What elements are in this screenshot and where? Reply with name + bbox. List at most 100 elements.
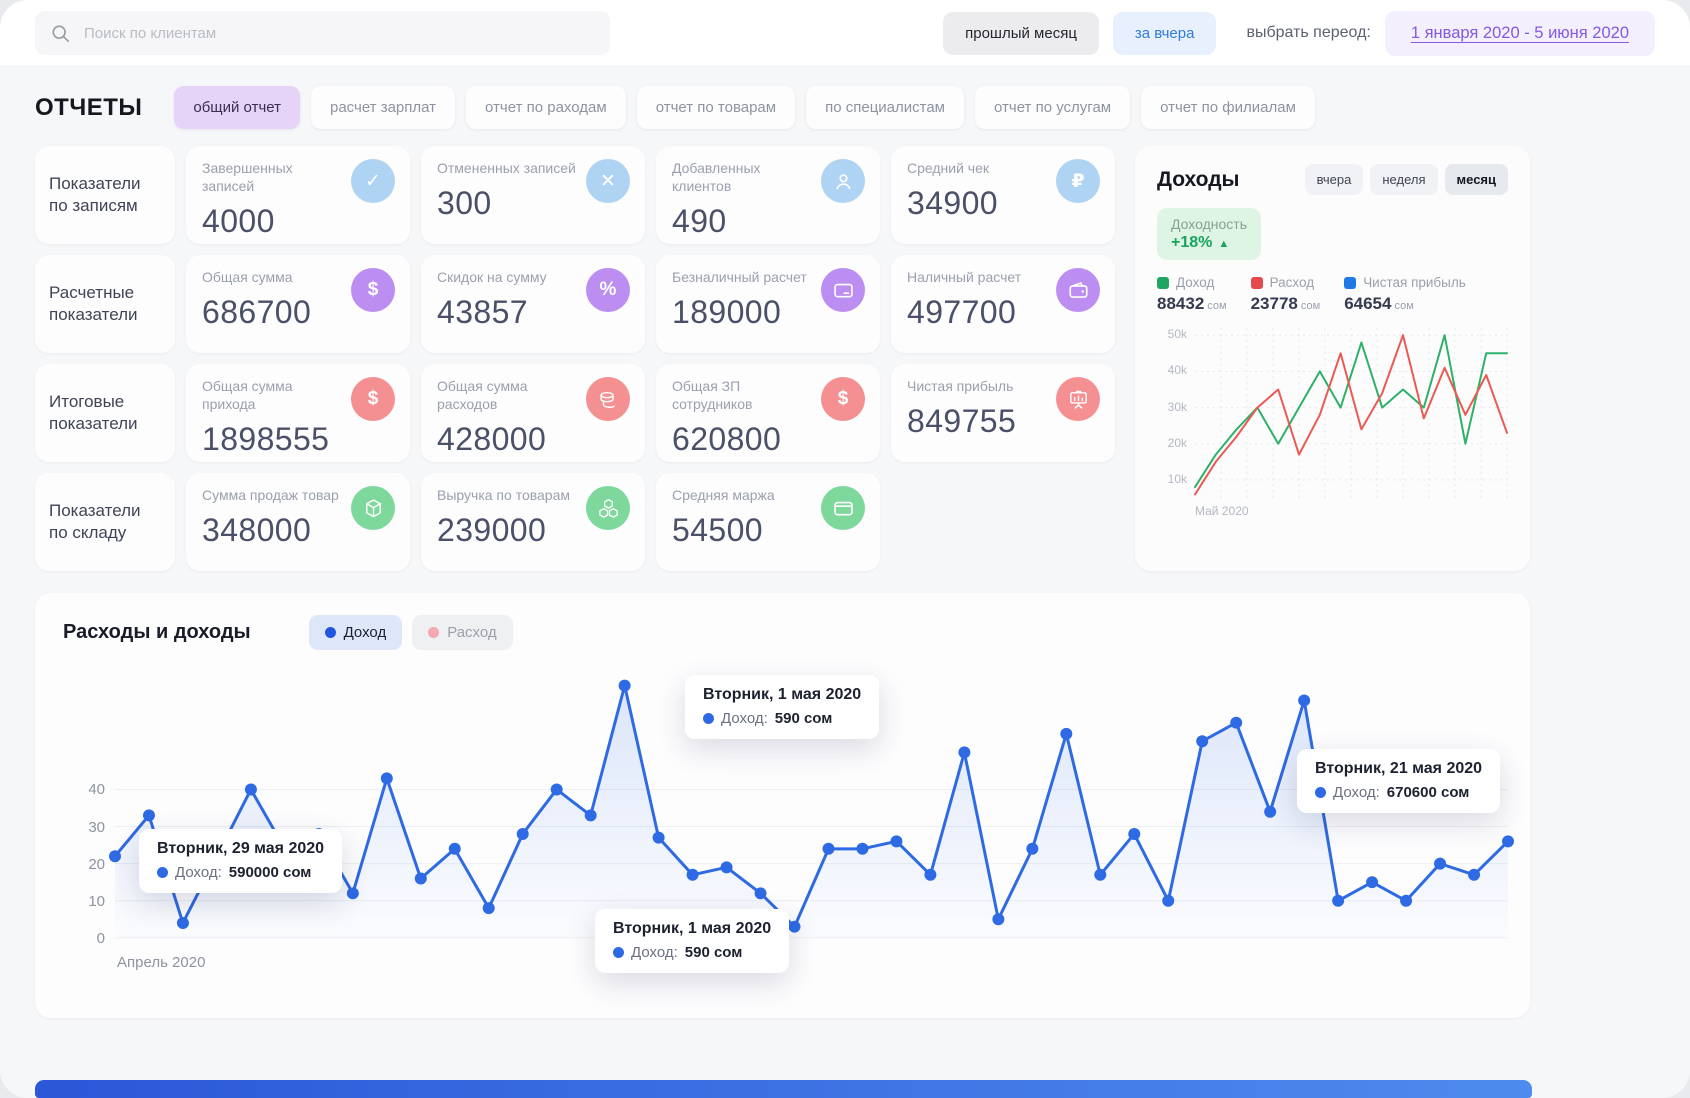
- income-dot-icon: [1315, 787, 1326, 798]
- cubes-icon: [586, 486, 630, 530]
- tooltip-title: Вторник, 21 мая 2020: [1315, 760, 1483, 777]
- dollar-icon: $: [351, 377, 395, 421]
- income-dot-icon: [324, 627, 336, 638]
- tooltip-label: Доход:: [631, 944, 678, 961]
- report-tab-4[interactable]: отчет по товарам: [636, 86, 796, 129]
- report-tab-3[interactable]: отчет по раходам: [466, 86, 626, 129]
- income-legend-item: Чистая прибыль 64654 сом: [1344, 275, 1466, 314]
- y-tick-label: 40: [88, 781, 105, 799]
- income-tab-3[interactable]: месяц: [1444, 164, 1508, 195]
- income-tab-1[interactable]: вчера: [1304, 164, 1364, 195]
- big-chart-plot: [109, 678, 1514, 939]
- legend-square-icon: [1250, 276, 1263, 289]
- legend-unit: сом: [1394, 300, 1414, 312]
- metric-label: Наличный расчет: [907, 269, 1022, 285]
- income-tab-2[interactable]: неделя: [1370, 164, 1438, 195]
- prev-month-button[interactable]: прошлый месяц: [943, 11, 1099, 55]
- search-input[interactable]: [82, 23, 594, 43]
- credit-card-icon: [821, 268, 865, 312]
- group-label: Показатели по складу: [49, 500, 141, 542]
- metric-value: 1898555: [202, 420, 330, 457]
- metric-card: Общая сумма прихода $1898555: [186, 364, 410, 462]
- report-tab-1[interactable]: общий отчет: [174, 86, 300, 129]
- metric-card: Скидок на сумму% 43857: [421, 255, 645, 353]
- metric-value: 686700: [202, 293, 312, 330]
- y-tick-label: 20: [88, 855, 105, 873]
- metric-card: Чистая прибыль 849755: [891, 364, 1115, 462]
- tooltip-title: Вторник, 1 мая 2020: [613, 920, 772, 937]
- big-chart-x-label: Апрель 2020: [117, 954, 206, 971]
- period-label: выбрать переод:: [1246, 24, 1371, 41]
- tooltip-title: Вторник, 1 мая 2020: [703, 686, 862, 703]
- y-tick-label: 50k: [1167, 327, 1187, 342]
- content: ОТЧЕТЫ общий отчет расчет зарплат отчет по…: [0, 66, 1690, 1098]
- income-expense-legend: Доход Расход: [308, 615, 513, 650]
- income-dot-icon: [157, 867, 168, 878]
- income-mini-chart: 10k 20k 30k 40k 50k Май 2020: [1157, 327, 1508, 524]
- wallet-icon: [1056, 268, 1100, 312]
- user-icon: [821, 159, 865, 203]
- income-expense-title: Расходы и доходы: [63, 621, 251, 643]
- income-legend: Доход 88432 сом Расход 23778 сом Чистая прибыл…: [1157, 275, 1508, 314]
- client-search[interactable]: [35, 11, 610, 55]
- legend-unit: сом: [1207, 300, 1227, 312]
- metric-label: Завершенных записей: [202, 160, 293, 194]
- metric-value: 428000: [437, 420, 547, 457]
- metric-value: 34900: [907, 184, 998, 221]
- group-label-card: Итоговые показатели: [35, 364, 175, 462]
- group-label: Показатели по записям: [49, 173, 141, 215]
- income-expense-chart: 0 10 20 30 40 Апрель 2020: [63, 678, 1514, 978]
- chart-tooltip: Вторник, 21 мая 2020 Доход: 670600 сом: [1297, 749, 1501, 813]
- legend-label: Чистая прибыль: [1363, 275, 1466, 290]
- tooltip-label: Доход:: [175, 864, 222, 881]
- income-dot-icon: [703, 713, 714, 724]
- income-period-tabs: вчера неделя месяц: [1304, 164, 1508, 195]
- report-tab-5[interactable]: по специалистам: [806, 86, 964, 129]
- legend-toggle-expense-label: Расход: [447, 624, 497, 641]
- tooltip-value: 590 сом: [774, 710, 833, 727]
- y-tick-label: 10k: [1167, 471, 1187, 486]
- metric-value: 497700: [907, 293, 1017, 330]
- mini-chart-x-label: Май 2020: [1195, 504, 1249, 518]
- metric-card: Средний чек ₽34900: [891, 146, 1115, 244]
- tooltip-value: 590000 сом: [228, 864, 312, 881]
- report-tab-7[interactable]: отчет по филиалам: [1141, 86, 1315, 129]
- metric-label: Общая ЗП сотрудников: [672, 378, 753, 412]
- income-panel-title: Доходы: [1157, 167, 1240, 191]
- metric-value: 490: [672, 202, 727, 239]
- group-label: Расчетные показатели: [49, 282, 138, 324]
- legend-value: 88432 сом: [1157, 294, 1227, 313]
- horizontal-scrollbar[interactable]: [35, 1080, 1532, 1098]
- check-icon: ✓: [351, 159, 395, 203]
- metric-label: Средний чек: [907, 160, 990, 176]
- group-label: Итоговые показатели: [49, 391, 138, 433]
- group-label-card: Показатели по записям: [35, 146, 175, 244]
- dollar-icon: $: [821, 377, 865, 421]
- ruble-icon: ₽: [1056, 159, 1100, 203]
- y-tick-label: 40k: [1167, 363, 1187, 378]
- tooltip-label: Доход:: [1333, 784, 1380, 801]
- legend-label: Доход: [1176, 275, 1215, 290]
- metric-label: Добавленных клиентов: [672, 160, 761, 194]
- legend-value: 64654 сом: [1344, 294, 1414, 313]
- metric-card: Сумма продаж товар 348000: [186, 473, 410, 571]
- legend-toggle-income[interactable]: Доход: [308, 615, 403, 650]
- legend-unit: сом: [1300, 300, 1321, 312]
- legend-square-icon: [1344, 276, 1357, 289]
- report-tab-6[interactable]: отчет по услугам: [975, 86, 1131, 129]
- empty-cell: [891, 473, 1115, 571]
- period-range-button[interactable]: 1 января 2020 - 5 июня 2020: [1384, 10, 1655, 56]
- metric-label: Выручка по товарам: [437, 487, 570, 503]
- metric-label: Общая сумма прихода: [202, 378, 293, 412]
- metric-value: 620800: [672, 420, 782, 457]
- big-chart-y-axis: 0 10 20 30 40: [69, 678, 105, 947]
- coins-icon: [586, 377, 630, 421]
- report-tabs: общий отчет расчет зарплат отчет по рахода…: [174, 86, 1315, 129]
- topbar: прошлый месяц за вчера выбрать переод: 1…: [0, 0, 1690, 66]
- yesterday-button[interactable]: за вчера: [1112, 11, 1217, 55]
- group-label-card: Показатели по складу: [35, 473, 175, 571]
- income-dot-icon: [613, 947, 624, 958]
- report-tab-2[interactable]: расчет зарплат: [310, 86, 456, 129]
- y-tick-label: 10: [88, 892, 105, 910]
- legend-toggle-expense[interactable]: Расход: [412, 615, 513, 650]
